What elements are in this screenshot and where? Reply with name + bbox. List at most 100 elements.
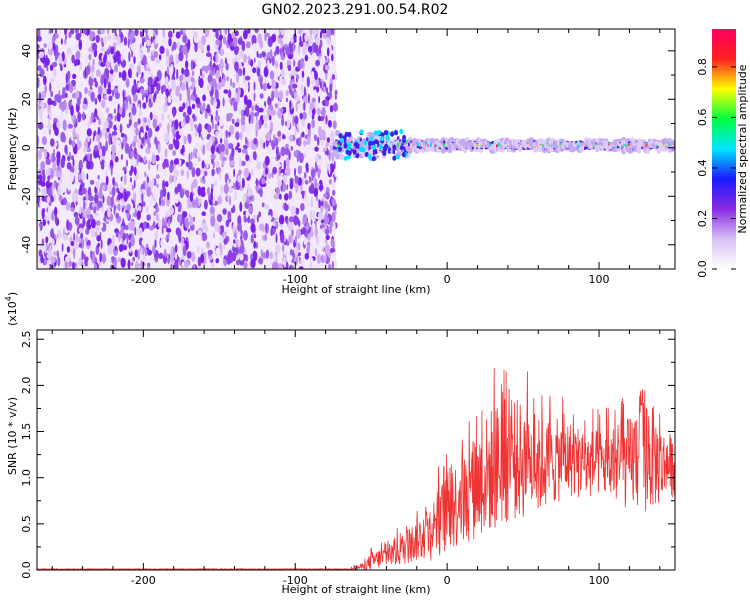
noise-blob — [133, 147, 137, 155]
noise-blob — [315, 195, 319, 202]
noise-blob — [131, 261, 134, 267]
noise-blob — [145, 206, 150, 213]
noise-blob — [134, 29, 139, 37]
noise-blob — [315, 36, 320, 46]
noise-blob — [324, 200, 328, 209]
noise-blob — [64, 29, 67, 36]
noise-blob — [54, 33, 59, 39]
noise-blob — [142, 54, 147, 65]
noise-blob — [278, 100, 281, 106]
noise-blob — [288, 216, 295, 223]
noise-blob — [39, 223, 43, 228]
noise-blob — [229, 196, 232, 206]
noise-blob — [214, 222, 220, 233]
noise-blob — [91, 246, 95, 253]
noise-blob — [246, 198, 251, 204]
noise-blob — [75, 32, 81, 41]
noise-blob — [169, 163, 174, 174]
noise-blob — [209, 60, 212, 67]
noise-blob — [68, 261, 74, 267]
noise-blob — [147, 76, 153, 85]
noise-blob — [315, 153, 319, 162]
signal-scatter — [402, 134, 407, 140]
noise-blob — [55, 52, 58, 62]
noise-blob — [46, 196, 51, 204]
noise-blob — [145, 39, 151, 47]
noise-blob — [156, 83, 161, 92]
noise-blob — [114, 29, 117, 33]
noise-blob — [293, 91, 297, 99]
noise-blob — [329, 220, 334, 228]
noise-blob — [129, 63, 135, 70]
noise-blob — [82, 103, 88, 110]
noise-blob — [304, 190, 307, 202]
noise-blob — [283, 51, 285, 57]
noise-blob — [164, 181, 169, 188]
noise-blob — [191, 167, 196, 178]
noise-blob — [275, 45, 280, 55]
noise-blob — [294, 126, 297, 138]
noise-blob — [174, 119, 179, 130]
noise-blob — [40, 161, 46, 171]
noise-blob — [138, 186, 141, 197]
signal-scatter — [347, 150, 352, 156]
noise-blob — [73, 232, 76, 241]
noise-blob — [323, 86, 326, 92]
noise-blob — [180, 82, 186, 91]
signal-scatter — [377, 129, 381, 136]
noise-blob — [85, 147, 92, 153]
noise-blob — [219, 242, 223, 249]
noise-blob — [295, 46, 299, 57]
y-tick-label: 40 — [20, 44, 33, 58]
noise-blob — [319, 81, 323, 89]
noise-blob — [255, 222, 258, 232]
noise-blob — [323, 193, 328, 198]
noise-blob — [282, 244, 285, 253]
noise-blob — [313, 187, 318, 198]
noise-blob — [313, 29, 317, 37]
noise-blob — [111, 134, 118, 145]
noise-blob — [185, 161, 189, 167]
noise-blob — [220, 65, 223, 75]
noise-blob — [260, 136, 263, 148]
noise-blob — [249, 218, 255, 225]
signal-scatter — [392, 144, 397, 150]
noise-blob — [147, 142, 152, 149]
noise-blob — [94, 194, 99, 204]
noise-blob — [264, 204, 270, 210]
noise-blob — [43, 251, 46, 257]
noise-blob — [149, 225, 154, 231]
noise-blob — [167, 191, 170, 201]
signal-scatter — [338, 146, 342, 152]
noise-blob — [266, 108, 272, 117]
noise-blob — [73, 248, 76, 260]
noise-blob — [293, 59, 296, 67]
noise-blob — [290, 146, 294, 151]
noise-blob — [294, 175, 299, 184]
noise-blob — [49, 252, 53, 258]
noise-blob — [111, 186, 116, 197]
noise-blob — [205, 241, 211, 249]
noise-blob — [143, 117, 147, 124]
signal-scatter — [343, 155, 348, 161]
noise-blob — [141, 239, 146, 246]
noise-blob — [66, 162, 72, 170]
noise-blob — [276, 154, 281, 160]
noise-blob — [259, 93, 264, 99]
noise-blob — [140, 183, 146, 191]
noise-blob — [112, 31, 115, 41]
noise-blob — [77, 194, 83, 205]
noise-blob — [60, 38, 63, 45]
noise-blob — [168, 218, 171, 227]
noise-blob — [220, 137, 223, 144]
noise-blob — [331, 199, 337, 207]
noise-blob — [304, 54, 309, 62]
noise-blob — [271, 79, 277, 90]
noise-blob — [37, 77, 40, 88]
signal-scatter — [392, 155, 397, 161]
noise-blob — [230, 78, 233, 87]
noise-blob — [286, 240, 290, 247]
noise-blob — [128, 51, 131, 63]
noise-blob — [75, 50, 81, 61]
noise-blob — [243, 29, 248, 40]
